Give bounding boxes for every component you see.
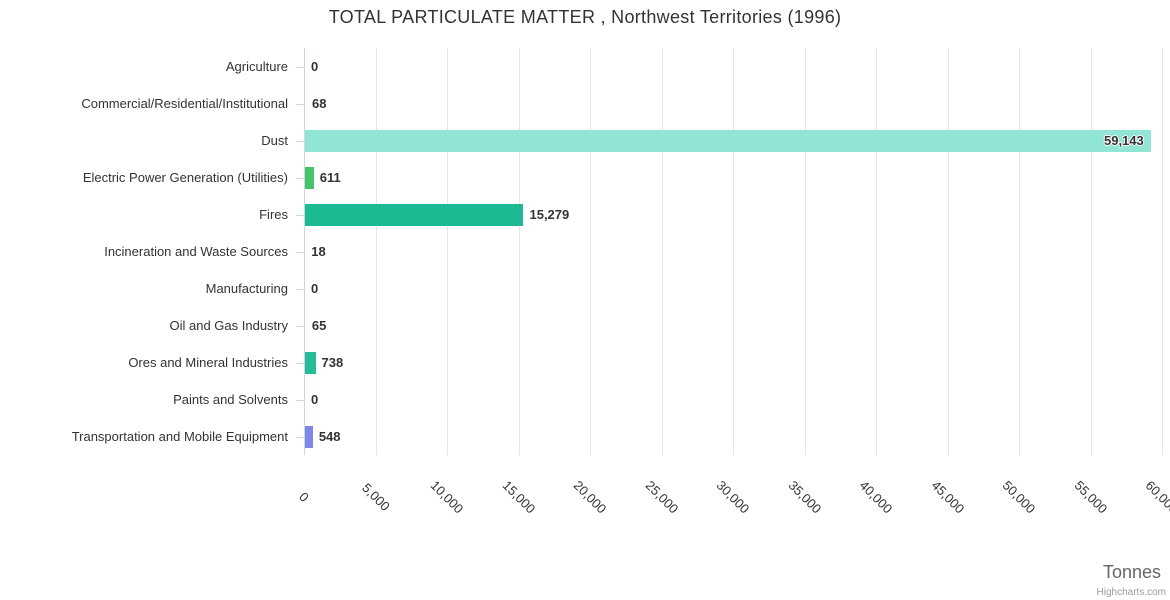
chart-title: TOTAL PARTICULATE MATTER , Northwest Ter… <box>328 7 842 27</box>
bar[interactable] <box>305 351 316 374</box>
value-label: 59,143 <box>1103 133 1144 148</box>
x-axis-tick-label: 10,000 <box>427 477 467 517</box>
value-label: 18 <box>311 244 326 259</box>
category-label: Commercial/Residential/Institutional <box>81 96 288 111</box>
x-axis-tick-label: 5,000 <box>358 480 393 514</box>
bar[interactable] <box>305 203 524 226</box>
x-axis-tick-label: 35,000 <box>785 477 824 517</box>
category-label: Incineration and Waste Sources <box>104 244 288 259</box>
value-label: 738 <box>321 355 344 370</box>
category-label: Fires <box>259 207 288 222</box>
x-axis-tick-label: 40,000 <box>856 477 896 517</box>
value-label: 15,279 <box>529 207 570 222</box>
x-axis-tick-label: 30,000 <box>713 477 753 517</box>
category-tick <box>296 289 304 290</box>
category-axis-line <box>304 48 305 455</box>
bar[interactable] <box>305 129 1151 152</box>
x-axis-tick-label: 15,000 <box>499 477 538 517</box>
x-axis-tick-label: 60,000 <box>1142 477 1170 517</box>
category-tick <box>296 215 304 216</box>
value-label: 548 <box>318 429 341 444</box>
category-tick <box>296 437 304 438</box>
value-label: 68 <box>311 96 327 111</box>
category-tick <box>296 363 304 364</box>
category-label: Ores and Mineral Industries <box>128 355 288 370</box>
gridline <box>661 48 663 455</box>
gridline <box>1019 48 1020 455</box>
gridline <box>518 48 520 455</box>
value-label: 65 <box>311 318 327 333</box>
value-label: 0 <box>311 281 319 296</box>
gridline <box>876 48 877 455</box>
value-label: 0 <box>311 392 319 407</box>
gridline <box>1162 48 1163 455</box>
gridline <box>447 48 448 455</box>
category-label: Transportation and Mobile Equipment <box>71 429 288 444</box>
category-label: Dust <box>261 133 288 148</box>
x-axis-tick-label: 20,000 <box>570 477 610 517</box>
gridline <box>733 48 734 455</box>
value-label: 611 <box>319 170 341 185</box>
x-axis-title: Tonnes <box>1102 562 1161 582</box>
category-tick <box>296 178 304 179</box>
x-axis-tick-label: 45,000 <box>928 477 967 517</box>
category-tick <box>296 326 304 327</box>
x-axis-tick-label: 0 <box>296 489 312 505</box>
gridline <box>947 48 949 455</box>
category-label: Paints and Solvents <box>173 392 288 407</box>
x-axis-tick-label: 55,000 <box>1071 477 1110 517</box>
category-label: Electric Power Generation (Utilities) <box>82 170 288 185</box>
category-label: Manufacturing <box>205 281 288 296</box>
category-label: Agriculture <box>225 59 288 74</box>
bar[interactable] <box>305 166 314 189</box>
value-label: 0 <box>311 59 319 74</box>
category-tick <box>296 104 304 105</box>
category-tick <box>296 252 304 253</box>
category-tick <box>296 400 304 401</box>
category-label: Oil and Gas Industry <box>169 318 289 333</box>
gridline <box>1090 48 1092 455</box>
plot-area: 0 68 59,143 611 15,279 18 0 65 738 0 548 <box>304 48 1163 455</box>
gridline <box>375 48 377 455</box>
category-tick <box>296 141 304 142</box>
highcharts-credits-link[interactable]: Highcharts.com <box>1096 587 1166 598</box>
gridline <box>590 48 591 455</box>
bar[interactable] <box>305 425 313 448</box>
x-axis-tick-label: 25,000 <box>642 477 681 517</box>
gridline <box>804 48 806 455</box>
category-tick <box>296 67 304 68</box>
x-axis-tick-label: 50,000 <box>999 477 1039 517</box>
